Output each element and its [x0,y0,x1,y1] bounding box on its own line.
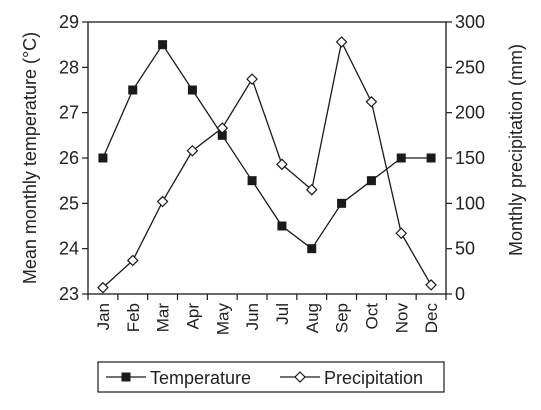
precipitation-point [425,279,437,291]
x-tick-label: Jan [94,303,113,330]
series-line-precipitation [102,39,432,289]
precipitation-point [186,144,199,157]
precipitation-point [276,158,288,171]
right-axis-label: Monthly precipitation (mm) [506,44,526,256]
precipitation-point [395,227,408,240]
legend-marker-square [121,372,131,382]
temperature-point [98,153,108,163]
right-tick-label: 150 [455,148,485,168]
temperature-point [337,198,347,208]
left-tick-label: 29 [59,12,79,32]
right-tick-label: 100 [455,193,485,213]
left-axis: 23 24 25 26 27 28 29 [59,12,88,304]
temperature-point [247,176,257,186]
series-layer [97,36,437,294]
temperature-point [396,153,406,163]
legend-label-temperature: Temperature [150,368,251,388]
precipitation-point [97,281,109,294]
left-axis-label: Mean monthly temperature (°C) [20,32,40,284]
x-tick-label: Apr [183,303,202,330]
precipitation-point [216,122,229,134]
temperature-point [128,85,138,95]
precipitation-point [335,36,348,48]
temperature-point [307,244,317,254]
temperature-point [158,40,168,50]
precipitation-point [156,195,169,208]
x-tick-label: Jul [273,303,292,325]
x-tick-label: Feb [124,303,143,332]
x-tick-label: Oct [362,303,381,330]
left-tick-label: 23 [59,284,79,304]
right-tick-label: 50 [455,239,475,259]
precipitation-point [246,73,258,85]
legend: Temperature Precipitation [97,361,445,393]
x-tick-label: Sep [333,303,352,333]
right-tick-label: 250 [455,57,485,77]
temperature-point [277,221,287,231]
plot-frame [87,21,447,295]
right-tick-label: 300 [455,12,485,32]
legend-label-precipitation: Precipitation [324,368,423,388]
precipitation-point [365,95,378,108]
left-tick-label: 24 [59,239,79,259]
temperature-point [217,130,227,140]
left-tick-label: 27 [59,103,79,123]
x-tick-label: Mar [154,303,173,333]
x-tick-label: Aug [303,303,322,333]
left-tick-label: 26 [59,148,79,168]
temperature-point [426,153,436,163]
x-axis: Jan Feb Mar Apr May Jun Jul Aug Sep Oct Nov Dec [87,294,447,336]
legend-marker-diamond [294,371,306,383]
legend-box [97,361,445,393]
precipitation-point [126,254,139,267]
left-tick-label: 28 [59,57,79,77]
precipitation-point [305,183,318,196]
x-tick-label: Jun [243,303,262,330]
series-line-temperature [102,43,432,250]
left-tick-label: 25 [59,193,79,213]
x-tick-label: Nov [392,303,411,334]
right-tick-label: 0 [455,284,465,304]
temperature-point [187,85,197,95]
right-tick-label: 200 [455,103,485,123]
x-tick-label: May [213,303,232,336]
temperature-point [366,176,376,186]
x-tick-label: Dec [422,303,441,334]
right-axis: 0 50 100 150 200 250 300 [446,12,485,304]
